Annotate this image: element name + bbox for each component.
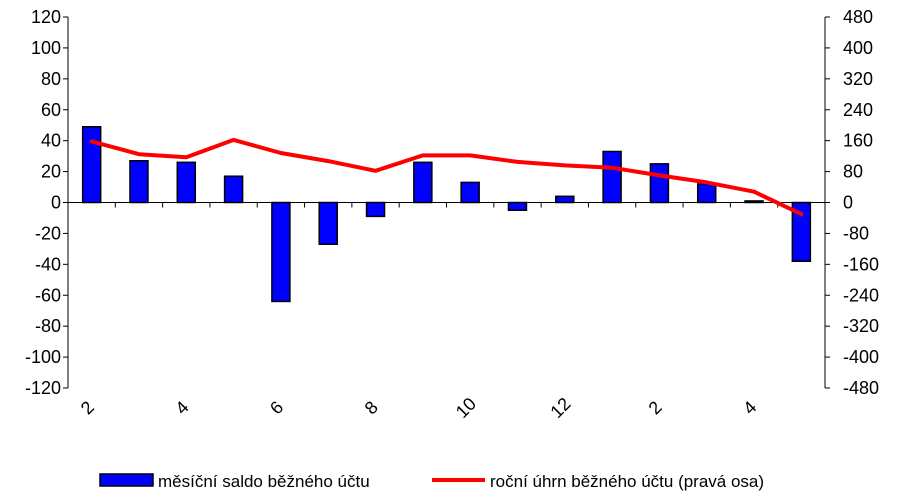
series-line xyxy=(89,137,804,217)
bar xyxy=(318,201,338,245)
right-y-tick-label: 160 xyxy=(843,131,873,151)
bar xyxy=(223,175,244,204)
x-tick-label: 12 xyxy=(546,394,574,422)
left-y-tick-label: 40 xyxy=(41,131,61,151)
left-y-tick-label: -100 xyxy=(25,347,61,367)
left-y-tick-label: 80 xyxy=(41,69,61,89)
right-y-tick-label: 480 xyxy=(843,7,873,27)
bar xyxy=(507,201,528,211)
bar xyxy=(81,126,102,204)
legend-bar-label: měsíční saldo běžného účtu xyxy=(158,472,370,491)
left-y-tick-label: -120 xyxy=(25,378,61,398)
bar xyxy=(791,201,812,262)
left-y-tick-label: 60 xyxy=(41,100,61,120)
left-y-tick-label: 120 xyxy=(31,7,61,27)
x-tick-label: 2 xyxy=(77,397,98,418)
plot-area: 120100806040200-20-40-60-80-100-12048040… xyxy=(25,7,879,422)
right-y-tick-label: 80 xyxy=(843,162,863,182)
bar xyxy=(460,181,480,204)
legend: měsíční saldo běžného účtu roční úhrn bě… xyxy=(99,472,764,491)
right-y-tick-label: -480 xyxy=(843,378,879,398)
right-y-tick-label: 240 xyxy=(843,100,873,120)
bar xyxy=(413,161,433,204)
bar xyxy=(744,200,764,204)
x-tick-label: 4 xyxy=(739,397,760,418)
legend-bar-swatch xyxy=(99,473,154,487)
left-y-tick-label: 100 xyxy=(31,38,61,58)
x-tick-label: 8 xyxy=(361,397,382,418)
left-y-tick-label: -40 xyxy=(35,254,61,274)
right-y-tick-label: 320 xyxy=(843,69,873,89)
left-y-tick-label: 20 xyxy=(41,162,61,182)
right-y-tick-label: -80 xyxy=(843,223,869,243)
x-tick-label: 10 xyxy=(452,394,480,422)
bar xyxy=(555,195,575,204)
legend-line-label: roční úhrn běžného účtu (pravá osa) xyxy=(490,472,764,491)
bar xyxy=(176,161,197,204)
bar xyxy=(602,150,622,204)
x-tick-label: 6 xyxy=(266,397,287,418)
right-y-tick-label: -400 xyxy=(843,347,879,367)
left-y-tick-label: 0 xyxy=(51,193,61,213)
right-y-tick-label: -240 xyxy=(843,285,879,305)
bar xyxy=(649,163,670,204)
bar xyxy=(696,183,717,204)
right-y-tick-label: 0 xyxy=(843,193,853,213)
left-y-tick-label: -60 xyxy=(35,285,61,305)
x-tick-label: 2 xyxy=(645,397,666,418)
x-tick-label: 4 xyxy=(171,397,192,418)
bar xyxy=(365,201,386,218)
left-y-tick-label: -80 xyxy=(35,316,61,336)
right-y-tick-label: -160 xyxy=(843,254,879,274)
right-y-tick-label: 400 xyxy=(843,38,873,58)
right-y-tick-label: -320 xyxy=(843,316,879,336)
left-y-tick-label: -20 xyxy=(35,223,61,243)
bar xyxy=(271,201,291,303)
bar xyxy=(129,160,149,204)
